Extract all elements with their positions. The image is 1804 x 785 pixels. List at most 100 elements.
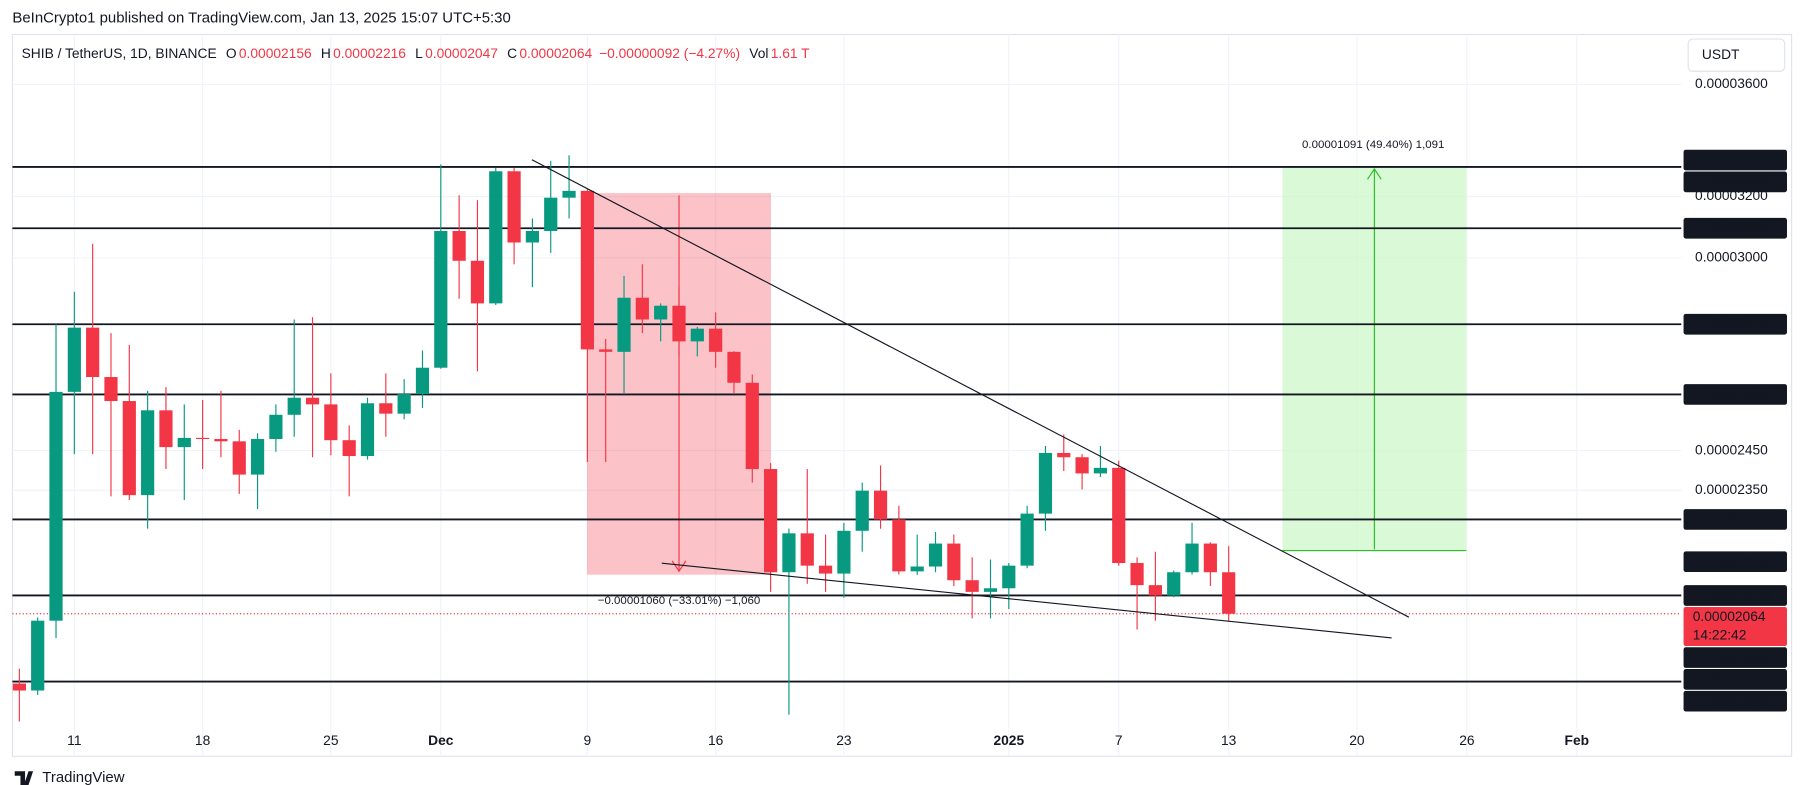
- gain-label: 0.00001091 (49.40%) 1,091: [1302, 139, 1444, 151]
- y-tick-label: 0.00002350: [1695, 482, 1768, 497]
- candle-body: [525, 231, 540, 243]
- candle-body: [709, 328, 723, 352]
- candle-body: [470, 260, 485, 304]
- publisher: BeInCrypto1 published on TradingView.com…: [12, 9, 510, 26]
- candle-body: [1222, 572, 1236, 614]
- level-label: 0.00001922: [1699, 694, 1772, 709]
- y-tick-label: 0.00002450: [1695, 442, 1768, 457]
- level-label: 0.00002104: [1699, 588, 1772, 603]
- candle-body: [947, 543, 961, 581]
- legend-value: −0.00000092 (−4.27%): [599, 46, 740, 61]
- candle-body: [1112, 467, 1126, 564]
- legend-value: 0.00002047: [425, 46, 498, 61]
- candle-body: [1038, 452, 1053, 514]
- candle-body: [305, 397, 320, 405]
- level-label-box: [1683, 669, 1787, 690]
- legend-value: 1.61 T: [771, 46, 810, 61]
- x-tick-label: 20: [1349, 733, 1365, 748]
- x-tick-label: 2025: [993, 733, 1024, 748]
- candle-body: [965, 580, 979, 592]
- level-label-box: [1683, 647, 1787, 668]
- level-label: 0.00002798: [1699, 317, 1772, 332]
- candle-body: [159, 410, 173, 448]
- level-label: 0.00002599: [1699, 387, 1772, 402]
- x-tick-label: Feb: [1565, 733, 1590, 748]
- last-price-label: 0.00002064: [1693, 609, 1766, 624]
- legend-value: 0.00002216: [333, 46, 406, 61]
- x-tick-label: 7: [1115, 733, 1123, 748]
- candle-body: [67, 327, 81, 392]
- level-label-box: [1683, 509, 1787, 530]
- level-label-box: [1683, 384, 1787, 405]
- candle-body: [1185, 543, 1199, 573]
- level-label-box: [1683, 585, 1787, 606]
- candles: [12, 155, 1236, 722]
- candle-body: [617, 297, 631, 352]
- level-label: 0.00002279: [1699, 512, 1772, 527]
- candle-body: [855, 490, 869, 531]
- candle-body: [580, 190, 594, 350]
- level-label-box: [1683, 149, 1787, 171]
- legend-value: 0.00002064: [519, 46, 592, 61]
- level-label: 0.00003095: [1699, 221, 1772, 236]
- candle-body: [690, 328, 704, 342]
- candle-body: [452, 231, 466, 261]
- candle-body: [415, 367, 430, 395]
- loss-label: −0.00001060 (−33.01%) −1,060: [598, 595, 761, 607]
- legend-key: L: [415, 46, 423, 61]
- candle-body: [562, 190, 576, 198]
- candle-body: [1130, 563, 1144, 586]
- candle-body: [1148, 585, 1162, 596]
- candle-body: [379, 403, 393, 414]
- candle-body: [250, 439, 265, 475]
- candle-body: [141, 410, 155, 496]
- candle-body: [214, 439, 228, 442]
- brand-logo: [14, 771, 34, 785]
- candle-body: [342, 440, 356, 457]
- candle-body: [1203, 543, 1217, 573]
- candle-body: [324, 404, 338, 441]
- level-label-box: [1683, 171, 1787, 193]
- candle-body: [782, 533, 796, 573]
- candle-body: [800, 533, 814, 566]
- candle-body: [287, 397, 301, 415]
- y-tick-label: 0.00003000: [1695, 250, 1768, 265]
- legend-key: O: [226, 46, 237, 61]
- candle-body: [818, 565, 833, 574]
- currency-box: [1687, 38, 1786, 72]
- candle-body: [910, 566, 924, 572]
- level-label: 0.00003325: [1699, 153, 1772, 168]
- level-label-box: [1683, 217, 1787, 239]
- x-tick-label: 11: [67, 733, 81, 748]
- symbol: SHIB / TetherUS, 1D, BINANCE: [22, 46, 217, 61]
- candle-body: [599, 349, 613, 352]
- chart-frame: [11, 33, 1793, 757]
- candle-body: [654, 305, 668, 320]
- candle-body: [1057, 452, 1071, 458]
- candle-body: [1093, 467, 1108, 474]
- x-tick-label: 13: [1221, 733, 1237, 748]
- candle-body: [49, 391, 63, 621]
- level-label-box: [1683, 313, 1787, 335]
- candle-body: [873, 490, 888, 520]
- candle-body: [1020, 513, 1034, 566]
- candle-body: [764, 469, 778, 573]
- level-label-box: [1683, 551, 1787, 573]
- y-tick-label: 0.00003600: [1695, 76, 1768, 91]
- x-tick-label: Dec: [428, 733, 454, 748]
- candle-body: [489, 171, 503, 304]
- candle-body: [397, 394, 411, 414]
- candle-body: [12, 683, 26, 691]
- candle-body: [360, 403, 375, 457]
- legend-key: C: [507, 46, 517, 61]
- candle-body: [892, 519, 906, 572]
- candle-body: [269, 414, 283, 440]
- countdown: 14:22:42: [1693, 627, 1747, 642]
- candle-body: [544, 197, 558, 232]
- candle-body: [1075, 457, 1089, 474]
- level-label: 0.00002056: [1699, 650, 1772, 665]
- legend-value: 0.00002156: [239, 46, 312, 61]
- candle-body: [837, 530, 851, 574]
- gain-arrowhead: [1367, 167, 1382, 180]
